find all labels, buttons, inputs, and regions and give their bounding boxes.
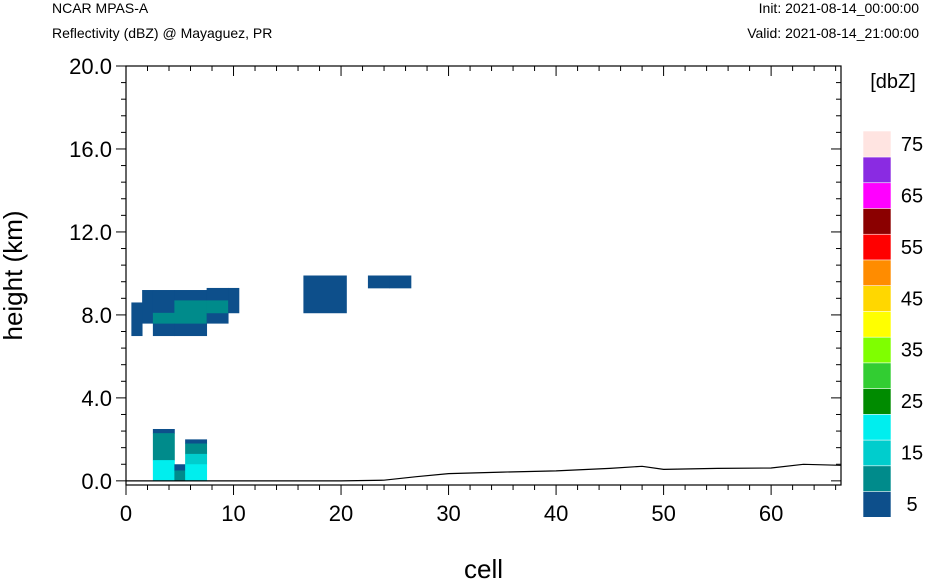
colorbar-label: 55 bbox=[901, 237, 923, 259]
colorbar-swatch bbox=[862, 439, 892, 467]
reflectivity-cell bbox=[185, 453, 208, 465]
y-tick-label: 12.0 bbox=[69, 220, 112, 245]
reflectivity-cell bbox=[228, 287, 240, 314]
y-tick-label: 4.0 bbox=[81, 386, 112, 411]
colorbar-swatch bbox=[862, 156, 892, 184]
model-title: NCAR MPAS-A bbox=[52, 0, 149, 16]
y-tick-label: 16.0 bbox=[69, 137, 112, 162]
reflectivity-cell bbox=[152, 290, 175, 314]
x-tick-labels: 0 10 20 30 40 50 60 bbox=[120, 501, 783, 526]
colorbar-swatch bbox=[862, 233, 892, 261]
colorbar: 5 15 25 35 45 55 65 75 bbox=[862, 130, 923, 518]
reflectivity-cell bbox=[174, 300, 208, 324]
reflectivity-cell bbox=[152, 312, 175, 324]
y-tick-label: 0.0 bbox=[81, 469, 112, 494]
colorbar-swatch bbox=[862, 388, 892, 415]
y-tick-labels: 0.0 4.0 8.0 12.0 16.0 20.0 bbox=[69, 54, 112, 494]
colorbar-swatch bbox=[862, 362, 892, 389]
reflectivity-cell bbox=[152, 460, 175, 482]
reflectivity-cell bbox=[152, 323, 175, 337]
x-tick-label: 60 bbox=[759, 501, 783, 526]
terrain-line bbox=[126, 463, 842, 482]
init-time: Init: 2021-08-14_00:00:00 bbox=[758, 0, 919, 16]
colorbar-swatch bbox=[862, 207, 892, 235]
reflectivity-cell bbox=[174, 464, 186, 471]
x-tick-label: 0 bbox=[120, 501, 132, 526]
colorbar-swatch bbox=[862, 336, 892, 364]
reflectivity-cells bbox=[131, 275, 412, 482]
field-subtitle: Reflectivity (dBZ) @ Mayaguez, PR bbox=[52, 25, 273, 41]
x-axis-label: cell bbox=[464, 554, 503, 580]
reflectivity-cell bbox=[142, 290, 154, 324]
colorbar-label: 5 bbox=[906, 494, 917, 516]
y-axis-label: height (km) bbox=[0, 210, 28, 340]
plot-frame bbox=[125, 65, 842, 486]
reflectivity-cell bbox=[367, 275, 390, 289]
colorbar-swatch bbox=[862, 490, 892, 518]
reflectivity-cell bbox=[131, 302, 143, 337]
colorbar-swatch bbox=[862, 413, 892, 441]
reflectivity-cell bbox=[174, 323, 208, 337]
x-tick-label: 30 bbox=[436, 501, 460, 526]
reflectivity-cell bbox=[206, 312, 229, 324]
reflectivity-cell bbox=[152, 433, 175, 461]
reflectivity-cell bbox=[174, 470, 186, 482]
y-tick-label: 8.0 bbox=[81, 303, 112, 328]
reflectivity-cell bbox=[185, 443, 208, 455]
colorbar-label: 15 bbox=[901, 443, 923, 465]
colorbar-swatch bbox=[862, 465, 892, 492]
colorbar-label: 35 bbox=[901, 340, 923, 362]
reflectivity-cell bbox=[206, 287, 229, 301]
colorbar-swatch bbox=[862, 130, 892, 158]
axis-ticks bbox=[116, 65, 841, 495]
reflectivity-cell bbox=[185, 464, 208, 482]
colorbar-swatch bbox=[862, 310, 892, 338]
x-tick-label: 40 bbox=[544, 501, 568, 526]
colorbar-label: 25 bbox=[901, 391, 923, 413]
colorbar-swatch bbox=[862, 259, 892, 286]
colorbar-label: 45 bbox=[901, 288, 923, 310]
colorbar-title: [dbZ] bbox=[870, 71, 916, 93]
reflectivity-cell bbox=[152, 428, 175, 434]
y-tick-label: 20.0 bbox=[69, 54, 112, 79]
x-tick-label: 10 bbox=[221, 501, 245, 526]
reflectivity-cell bbox=[303, 275, 347, 314]
reflectivity-cell bbox=[174, 290, 208, 301]
reflectivity-cell bbox=[206, 300, 229, 314]
x-tick-label: 50 bbox=[651, 501, 675, 526]
colorbar-swatch bbox=[862, 182, 892, 209]
x-tick-label: 20 bbox=[329, 501, 353, 526]
reflectivity-cell bbox=[185, 439, 208, 444]
colorbar-label: 65 bbox=[901, 185, 923, 207]
valid-time: Valid: 2021-08-14_21:00:00 bbox=[747, 25, 919, 41]
colorbar-label: 75 bbox=[901, 134, 923, 156]
terrain-profile bbox=[126, 463, 842, 482]
colorbar-swatch bbox=[862, 285, 892, 312]
reflectivity-cell bbox=[389, 275, 412, 289]
